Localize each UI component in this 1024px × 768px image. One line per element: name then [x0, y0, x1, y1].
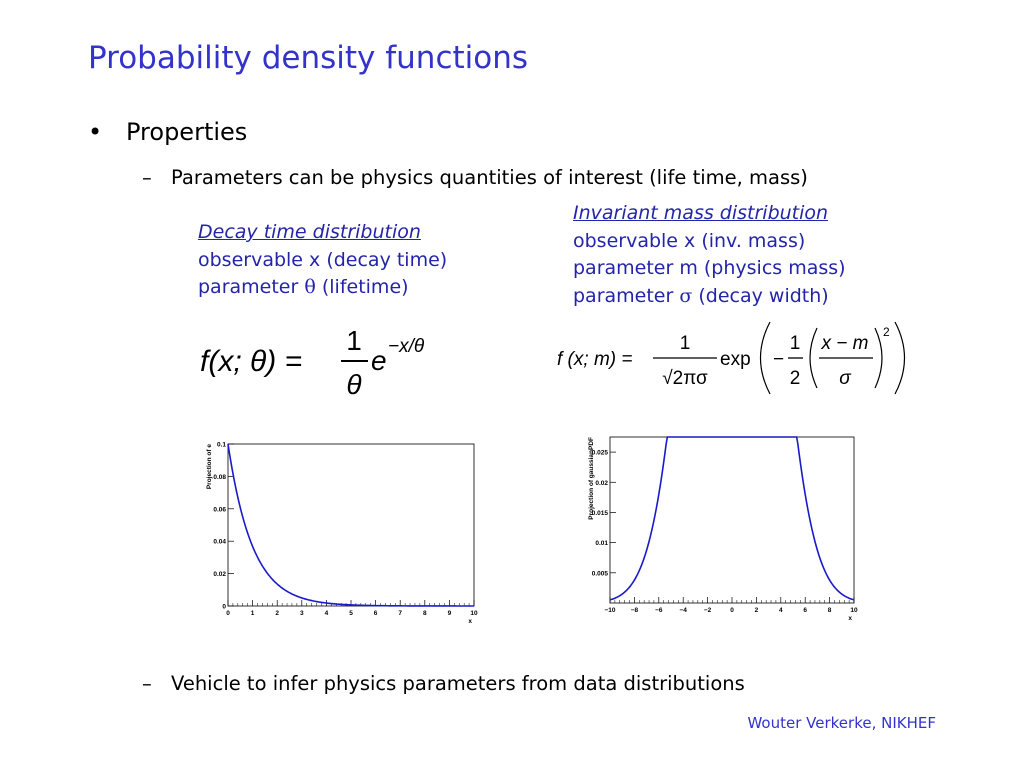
x-tick-label: 2: [275, 610, 279, 617]
bullet-properties: • Properties: [88, 118, 247, 146]
pdf-curve: [609, 436, 855, 601]
footer-author: Wouter Verkerke, NIKHEF: [747, 714, 936, 732]
y-tick-label: 0.08: [213, 474, 226, 481]
x-tick-label: 10: [470, 610, 478, 617]
x-tick-label: 1: [251, 610, 255, 617]
mass-observable-line: observable x (inv. mass): [573, 229, 806, 252]
x-tick-label: 3: [300, 610, 304, 617]
formula-exponent: −x/θ: [388, 336, 425, 357]
y-tick-label: 0: [222, 604, 226, 611]
dash-marker: –: [142, 166, 152, 189]
exponential-formula: f(x; θ) = 1 θ e −x/θ: [200, 325, 425, 400]
decay-time-block: Decay time distribution observable x (de…: [198, 219, 447, 302]
inner-paren-right: [874, 327, 883, 389]
slide-title: Probability density functions: [88, 40, 529, 76]
gauss-den1: √2πσ: [662, 368, 708, 389]
y-tick-label: 0.06: [213, 506, 226, 513]
sub-bullet-text: Vehicle to infer physics parameters from…: [171, 672, 745, 695]
y-axis-title: Projection of e: [206, 444, 213, 490]
outer-paren-right: [894, 321, 905, 395]
width-parameter-prefix: parameter: [573, 284, 680, 307]
gaussian-plot: −10 −8 −6 −4 −2 0 2 4 6 8 10 0.005 0.01 0.015 0.02 0.02…: [588, 436, 858, 622]
sigma-symbol: σ: [679, 284, 693, 307]
plot-frame: [227, 443, 475, 607]
x-tick-label: 9: [448, 610, 452, 617]
y-tick-label: 0.1: [217, 442, 226, 449]
x-tick-label: 7: [398, 610, 402, 617]
gauss-minus: −: [773, 349, 784, 370]
decay-time-heading: Decay time distribution: [198, 221, 421, 243]
x-axis-title: x: [848, 615, 852, 622]
sub-bullet-text: Parameters can be physics quantities of …: [171, 166, 808, 189]
y-tick-label: 0.005: [592, 570, 609, 577]
formula-numerator: 1: [346, 325, 362, 356]
y-tick-label: 0.01: [595, 540, 608, 547]
x-tick-label: 4: [325, 610, 329, 617]
x-tick-label: 0: [226, 610, 230, 617]
x-tick-label: 5: [349, 610, 353, 617]
gauss-den2: 2: [790, 368, 801, 389]
x-tick-label: 10: [850, 607, 858, 614]
gauss-exp: exp: [720, 349, 751, 370]
sub-bullet-vehicle: – Vehicle to infer physics parameters fro…: [142, 672, 745, 695]
x-tick-label: 8: [423, 610, 427, 617]
x-tick-label: −2: [704, 607, 712, 614]
x-tick-label: 6: [374, 610, 378, 617]
x-tick-label: 8: [828, 607, 832, 614]
width-parameter-line: parameter σ (decay width): [573, 283, 846, 311]
y-tick-label: 0.04: [213, 539, 226, 546]
inner-paren-left: [809, 327, 818, 389]
decay-observable-line: observable x (decay time): [198, 248, 448, 271]
y-tick-label: 0.025: [592, 450, 609, 457]
width-parameter-suffix: (decay width): [692, 284, 829, 307]
x-tick-label: −10: [604, 607, 615, 614]
x-tick-label: 4: [779, 607, 783, 614]
invariant-mass-block: Invariant mass distribution observable x…: [573, 200, 846, 310]
theta-symbol: θ: [304, 276, 316, 298]
formula-base: e: [371, 345, 387, 376]
outer-paren-left: [760, 321, 771, 395]
invariant-mass-heading: Invariant mass distribution: [573, 202, 829, 224]
gauss-num2: 1: [790, 333, 801, 354]
y-tick-label: 0.015: [592, 510, 609, 517]
pdf-curve: [227, 443, 474, 607]
y-tick-label: 0.02: [595, 480, 608, 487]
y-axis-title: Projection of gaussianPDF: [588, 437, 595, 520]
decay-time-plot: 0 1 2 3 4 5 6 7 8 9 10 0 0.02 0.04 0.06 0.08 0.1 x Project…: [206, 442, 478, 626]
x-tick-label: −6: [655, 607, 663, 614]
bullet-dot: •: [88, 118, 103, 146]
gauss-num1: 1: [680, 333, 691, 354]
gauss-power: 2: [883, 325, 890, 339]
gaussian-formula: f (x; m) = 1 √2πσ exp − 1 2 x − m σ 2: [557, 321, 905, 395]
x-tick-label: −8: [631, 607, 639, 614]
y-tick-label: 0.02: [213, 571, 226, 578]
plot-frame: [609, 436, 855, 604]
x-tick-label: 2: [755, 607, 759, 614]
decay-parameter-prefix: parameter: [198, 276, 305, 298]
bullet-label: Properties: [126, 118, 248, 146]
gauss-den3: σ: [839, 368, 852, 389]
mass-parameter-line: parameter m (physics mass): [573, 257, 846, 279]
decay-parameter-suffix: (lifetime): [315, 276, 409, 298]
formula-lhs: f(x; θ) =: [200, 345, 302, 378]
gauss-num3: x − m: [821, 333, 869, 354]
dash-marker: –: [142, 672, 152, 695]
decay-parameter-line: parameter θ (lifetime): [198, 274, 447, 302]
gauss-lhs: f (x; m) =: [557, 349, 632, 370]
sub-bullet-parameters: – Parameters can be physics quantities of…: [142, 166, 808, 189]
formula-denominator: θ: [346, 369, 361, 400]
x-tick-label: 0: [730, 607, 734, 614]
x-tick-label: −4: [679, 607, 687, 614]
x-tick-label: 6: [803, 607, 807, 614]
x-axis-title: x: [468, 618, 472, 625]
